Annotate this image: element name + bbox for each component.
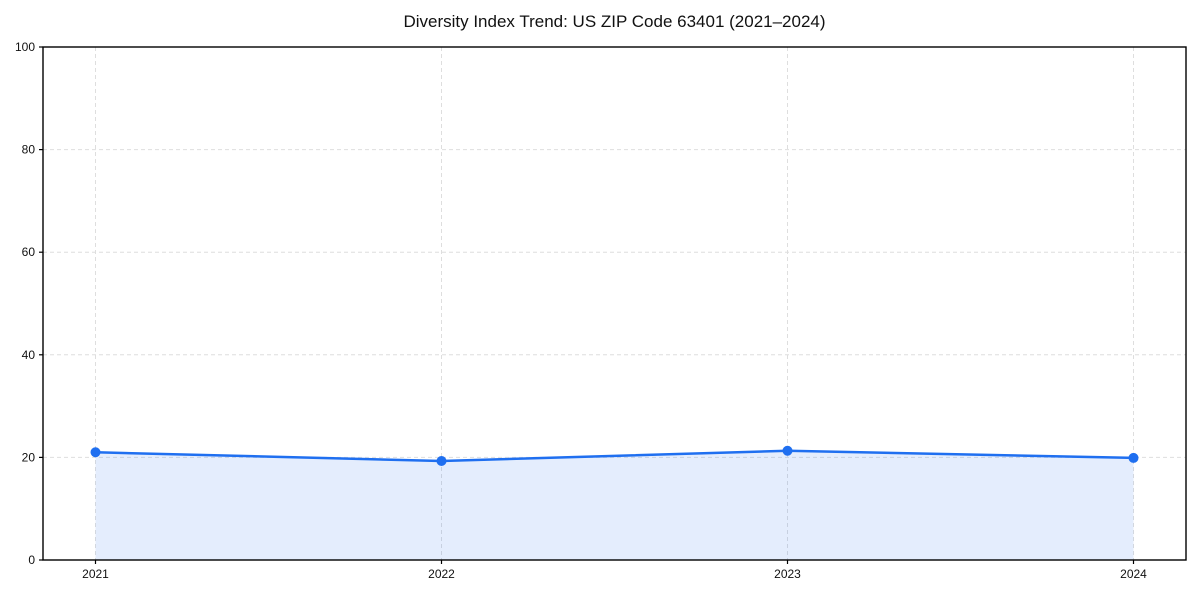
area-fill — [95, 450, 1134, 560]
data-point — [1128, 452, 1139, 463]
data-point — [90, 447, 101, 458]
y-tick-label: 0 — [28, 553, 35, 567]
tick-labels-layer: 0 20 40 60 80 100 2021 2022 2023 2024 — [15, 40, 1147, 581]
ticks-layer — [39, 46, 1135, 564]
y-tick-label: 20 — [22, 450, 36, 464]
data-point — [782, 445, 793, 456]
trend-line — [94, 449, 1135, 463]
y-tick-label: 60 — [22, 245, 36, 259]
y-tick-label: 100 — [15, 40, 35, 54]
area-fill-layer — [95, 450, 1134, 560]
markers-layer — [90, 445, 1139, 466]
data-point — [436, 455, 447, 466]
x-tick-label: 2022 — [428, 567, 455, 581]
y-tick-label: 80 — [22, 143, 36, 157]
line-layer — [94, 449, 1135, 463]
axes-frame — [42, 46, 1187, 561]
x-tick-label: 2023 — [774, 567, 801, 581]
y-tick-label: 40 — [22, 348, 36, 362]
spines-layer — [42, 46, 1187, 561]
chart-title: Diversity Index Trend: US ZIP Code 63401… — [403, 12, 826, 31]
x-tick-label: 2021 — [82, 567, 109, 581]
x-tick-label: 2024 — [1120, 567, 1147, 581]
gridlines-layer — [43, 46, 1186, 561]
